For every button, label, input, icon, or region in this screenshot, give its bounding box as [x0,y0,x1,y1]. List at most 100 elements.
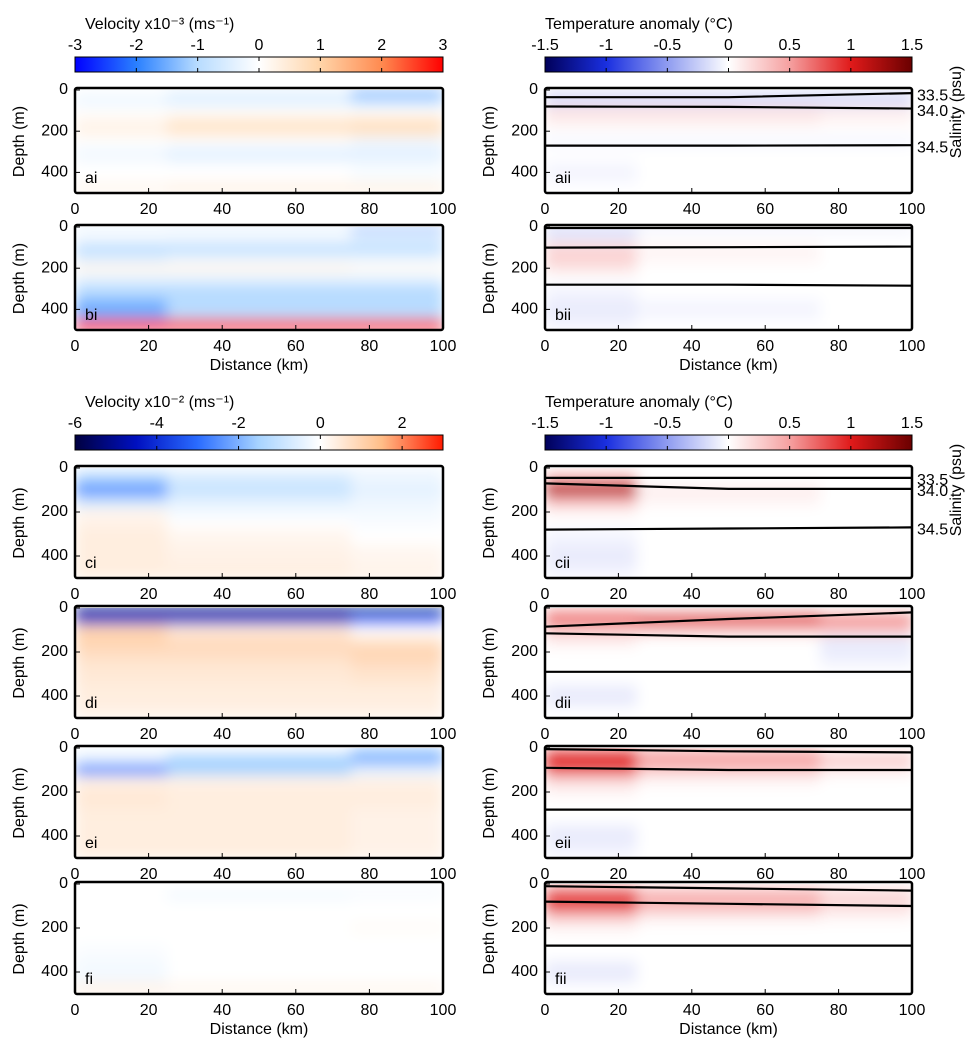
cell [636,847,821,859]
y-tick-label: 0 [59,739,68,756]
cell [75,252,168,264]
cell [545,283,638,300]
cell [351,252,444,264]
cell [167,567,352,579]
y-tick-label: 400 [41,301,68,318]
cell [75,468,168,474]
cell [167,126,352,137]
cell [75,126,168,137]
cell [351,933,444,945]
plot-frame [543,604,914,720]
x-tick-label: 20 [610,338,628,355]
cell [167,162,352,184]
y-tick-label: 400 [511,547,538,564]
colorbar-tick-label: 0.5 [779,415,801,432]
cell [636,517,821,529]
cell [75,764,168,776]
cell [545,624,638,636]
cell [351,608,444,614]
x-tick-label: 100 [899,866,926,883]
x-tick-label: 0 [71,201,80,218]
cell [636,95,821,106]
cell [820,748,913,754]
cell [636,162,821,184]
cell [820,983,913,995]
cell [351,646,444,658]
cell [75,961,168,984]
x-tick-label: 100 [899,338,926,355]
cell [351,232,444,243]
cell [75,146,168,163]
x-axis-label: Distance (km) [210,1021,309,1038]
x-tick-label: 20 [140,201,158,218]
y-axis-label: Depth (m) [11,627,28,698]
cell [167,506,352,518]
plot-frame [543,744,914,860]
cell [167,646,352,658]
cell [545,911,638,923]
colorbar-title: Velocity x10⁻³ (ms⁻¹) [85,16,234,33]
cell [167,847,352,859]
cell [75,299,168,321]
cell [75,95,168,106]
y-tick-label: 200 [41,919,68,936]
cell [167,484,352,496]
cell [820,646,913,658]
x-tick-label: 80 [830,1002,848,1019]
y-tick-label: 200 [511,122,538,139]
contour-label: 34.5 [917,522,948,539]
x-tick-label: 80 [830,338,848,355]
cell [167,748,352,754]
x-tick-label: 80 [361,1002,379,1019]
colorbar-tick-label: 1.5 [901,415,923,432]
x-tick-label: 0 [541,866,550,883]
y-tick-label: 0 [529,81,538,98]
cell [167,753,352,765]
x-tick-label: 60 [287,866,305,883]
cell [167,884,352,890]
cell [75,517,168,529]
colorbar-tick-label: 1.5 [901,37,923,54]
cell [75,136,168,148]
salinity-contour [544,245,913,249]
cell [636,567,821,579]
cell [167,105,352,117]
cell [167,911,352,923]
x-tick-label: 0 [71,1002,80,1019]
field [545,468,913,579]
cell [351,944,444,962]
cell [636,484,821,496]
x-tick-label: 100 [430,726,457,743]
cell [167,136,352,148]
y-tick-label: 400 [511,687,538,704]
cell [636,115,821,127]
y-tick-label: 200 [511,503,538,520]
cell [167,944,352,962]
cell [75,567,168,579]
x-tick-label: 60 [287,1002,305,1019]
cell [636,944,821,962]
x-tick-label: 100 [430,586,457,603]
cell [167,961,352,984]
field [545,884,913,995]
cell [636,473,821,485]
cell [545,484,638,496]
cell [167,889,352,901]
x-tick-label: 40 [683,338,701,355]
cell [75,528,168,546]
cell [75,884,168,890]
y-tick-label: 400 [41,827,68,844]
x-tick-label: 80 [361,866,379,883]
cell [545,635,638,647]
cell [820,495,913,507]
cell [351,545,444,568]
cell [636,825,821,848]
x-tick-label: 20 [140,338,158,355]
cell [545,657,638,669]
cell [75,624,168,636]
cell [167,299,352,321]
colorbar-tick-label: -1 [599,415,613,432]
x-tick-label: 60 [287,338,305,355]
cell [75,613,168,625]
cell [820,545,913,568]
